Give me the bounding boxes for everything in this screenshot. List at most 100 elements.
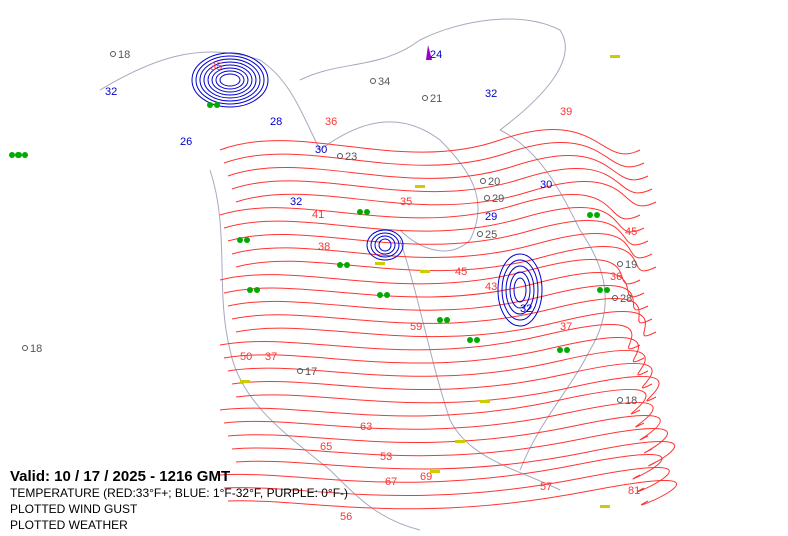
station-marker [612,295,618,301]
rain-symbol [437,317,443,323]
warm-isotherm [235,181,657,207]
cold-isotherm [195,55,265,105]
station-temperature-label: 28 [620,293,632,305]
cold-temperature-label: 30 [315,144,327,156]
warm-isotherm [227,415,661,443]
coastline [399,239,561,491]
cold-isotherm [191,52,269,108]
station-marker [617,261,623,267]
warm-temperature-label: 43 [485,281,497,293]
warm-isotherm [227,155,649,181]
warm-temperature-label: 38 [318,241,330,253]
cold-isotherm [207,64,253,96]
warm-temperature-label: 57 [540,481,552,493]
station-marker [422,95,428,101]
warm-isotherm [227,220,649,246]
rain-symbol [597,287,603,293]
warm-isotherm [223,401,654,430]
rain-symbol [22,152,28,158]
coastline [99,51,321,151]
map-legend: Valid: 10 / 17 / 2025 - 1216 GMT TEMPERA… [10,468,348,533]
cold-isotherm [199,58,261,102]
station-temperature-label: 17 [305,366,317,378]
rain-symbol [337,262,343,268]
warm-temperature-label: 56 [340,511,352,523]
wind-gust-symbol [610,55,620,58]
warm-isotherm [219,454,663,483]
station-marker [370,78,376,84]
rain-symbol [254,287,260,293]
warm-temperature-label: 69 [420,471,432,483]
rain-symbol [357,209,363,215]
cold-isotherm [513,277,527,303]
very-cold-area [426,45,432,60]
warm-isotherm [231,362,653,390]
coastline [299,18,566,131]
wind-gust-symbol [480,400,490,403]
warm-isotherm [219,323,641,351]
rain-symbol [557,347,563,353]
warm-temperature-label: 36 [325,116,337,128]
warm-temperature-label: 50 [240,351,252,363]
cold-temperature-label: 28 [270,116,282,128]
station-marker [617,397,623,403]
cold-temperature-label: 24 [430,49,442,61]
warm-isotherm [235,310,657,338]
station-temperature-label: 18 [30,343,42,355]
warm-isotherm [227,480,678,510]
station-marker [297,368,303,374]
warm-temperature-label: 67 [385,476,397,488]
wind-gust-symbol [420,270,430,273]
warm-isotherm [231,168,653,194]
cold-temperature-label: 32 [520,303,532,315]
station-marker [22,345,28,351]
warm-temperature-label: 37 [265,351,277,363]
warm-isotherm [223,467,670,496]
warm-isotherm [223,271,645,298]
station-temperature-label: 18 [118,49,130,61]
wind-gust-symbol [375,262,385,265]
cold-temperature-label: 32 [290,196,302,208]
station-temperature-label: 18 [625,395,637,407]
rain-symbol [467,337,473,343]
rain-symbol [214,102,220,108]
warm-isotherm [231,297,653,324]
wind-gust-symbol [415,185,425,188]
rain-symbol [377,292,383,298]
station-temperature-label: 23 [345,151,357,163]
rain-symbol [604,287,610,293]
station-marker [477,231,483,237]
weather-legend: PLOTTED WEATHER [10,518,128,532]
warm-isotherm [219,388,647,417]
warm-isotherm [223,336,645,364]
cold-isotherm [211,67,249,93]
station-temperature-label: 29 [492,193,504,205]
warm-temperature-label: 39 [560,106,572,118]
station-marker [337,153,343,159]
warm-temperature-label: 65 [320,441,332,453]
warm-temperature-label: 35 [210,61,222,73]
coastline [319,121,479,252]
cold-temperature-label: 32 [105,86,117,98]
warm-temperature-label: 53 [380,451,392,463]
wind-gust-symbol [455,440,465,443]
warm-isotherm [235,245,657,272]
warm-isotherm [227,284,649,311]
warm-temperature-label: 45 [625,226,637,238]
cold-isotherm [505,265,535,315]
warm-temperature-label: 45 [455,266,467,278]
cold-temperature-label: 30 [540,179,552,191]
coastline [499,129,606,471]
station-marker [484,195,490,201]
cold-isotherm [501,259,539,321]
rain-symbol [207,102,213,108]
cold-temperature-label: 32 [485,88,497,100]
warm-temperature-label: 63 [360,421,372,433]
cold-isotherm [378,238,392,252]
wind-gust-symbol [240,380,250,383]
rain-symbol [474,337,480,343]
rain-symbol [364,209,370,215]
cold-isotherm [219,73,241,87]
temperature-legend: TEMPERATURE (RED:33°F+; BLUE: 1°F-32°F, … [10,486,349,500]
rain-symbol [244,237,250,243]
